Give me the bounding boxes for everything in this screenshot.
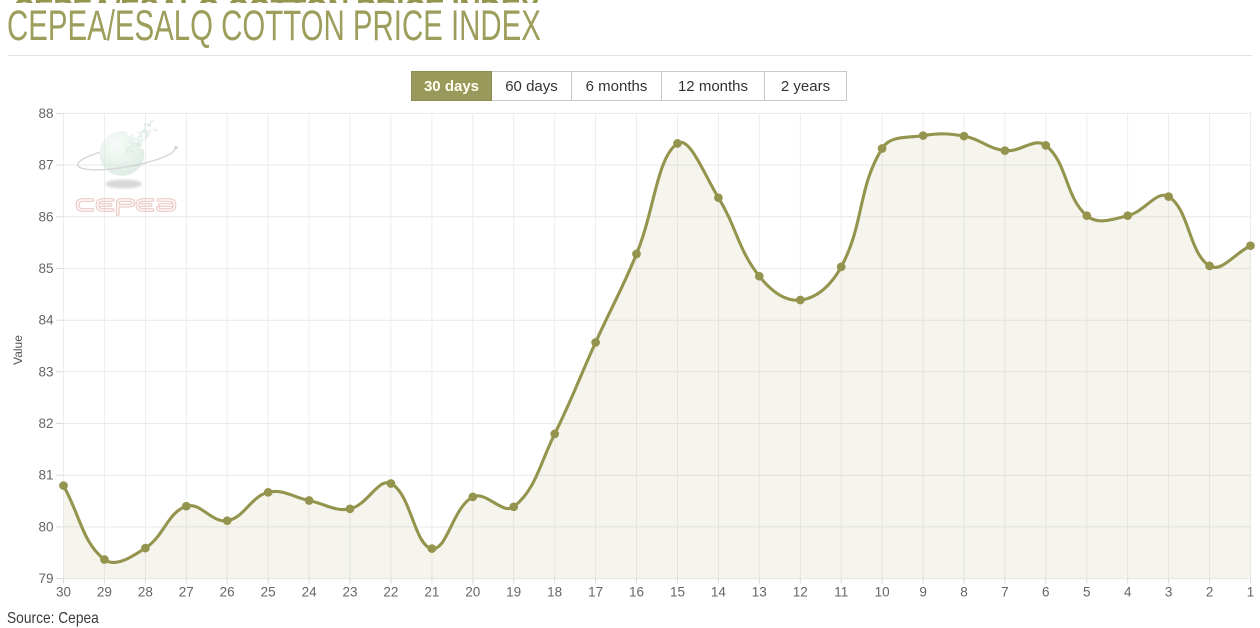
svg-text:2: 2 (1206, 585, 1214, 600)
svg-text:22: 22 (383, 585, 398, 600)
svg-text:9: 9 (919, 585, 927, 600)
svg-text:18: 18 (547, 585, 562, 600)
svg-text:14: 14 (711, 585, 727, 600)
svg-text:3: 3 (1165, 585, 1173, 600)
svg-text:82: 82 (38, 416, 53, 431)
svg-text:25: 25 (261, 585, 276, 600)
svg-text:19: 19 (506, 585, 521, 600)
svg-text:20: 20 (465, 585, 480, 600)
svg-text:17: 17 (588, 585, 603, 600)
svg-text:81: 81 (38, 468, 53, 483)
svg-text:88: 88 (38, 106, 53, 121)
svg-text:1: 1 (1247, 585, 1255, 600)
svg-text:7: 7 (1001, 585, 1009, 600)
svg-text:29: 29 (97, 585, 112, 600)
svg-text:24: 24 (302, 585, 318, 600)
svg-text:11: 11 (834, 585, 848, 600)
svg-text:84: 84 (38, 313, 54, 328)
svg-text:Value: Value (11, 335, 25, 365)
svg-text:4: 4 (1124, 585, 1132, 600)
svg-text:23: 23 (342, 585, 357, 600)
svg-text:13: 13 (752, 585, 767, 600)
svg-text:28: 28 (138, 585, 153, 600)
svg-text:21: 21 (424, 585, 439, 600)
svg-text:79: 79 (38, 571, 53, 586)
svg-text:26: 26 (220, 585, 235, 600)
svg-text:30: 30 (56, 585, 71, 600)
svg-text:8: 8 (960, 585, 968, 600)
svg-text:86: 86 (38, 209, 53, 224)
svg-text:12: 12 (793, 585, 808, 600)
svg-text:16: 16 (629, 585, 644, 600)
svg-text:85: 85 (38, 261, 53, 276)
svg-text:80: 80 (38, 519, 53, 534)
svg-text:10: 10 (875, 585, 890, 600)
svg-text:6: 6 (1042, 585, 1050, 600)
svg-text:87: 87 (38, 158, 53, 173)
svg-text:27: 27 (179, 585, 194, 600)
svg-text:5: 5 (1083, 585, 1091, 600)
svg-text:15: 15 (670, 585, 685, 600)
svg-text:83: 83 (38, 364, 53, 379)
